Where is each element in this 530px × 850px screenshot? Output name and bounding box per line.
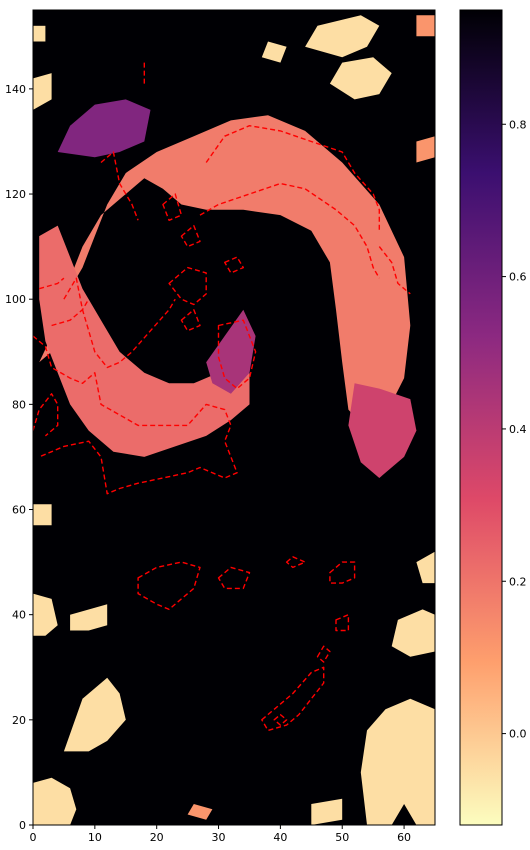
contour-line-12 <box>168 266 207 306</box>
region-outer-arc <box>39 115 411 431</box>
patch-3 <box>70 604 108 631</box>
x-axis: 0 10 20 30 40 50 60 <box>30 825 411 844</box>
contour-line-0 <box>33 335 238 495</box>
y-tick-label: 40 <box>12 609 26 622</box>
contour-lines <box>33 62 411 732</box>
y-tick-label: 120 <box>5 188 26 201</box>
region-left-lobe <box>57 99 151 158</box>
patch-4 <box>311 798 343 825</box>
contour-line-15 <box>137 561 201 611</box>
contour-line-14 <box>224 256 244 274</box>
patch-11 <box>33 504 52 526</box>
contour-line-9 <box>205 125 380 231</box>
colorbar: 0.0 0.2 0.4 0.6 0.8 <box>459 9 527 826</box>
x-tick-label: 60 <box>397 831 411 844</box>
region-inner-arc <box>39 225 250 457</box>
x-tick-label: 20 <box>150 831 164 844</box>
contour-line-18 <box>329 561 356 584</box>
region-right-bulge <box>348 383 417 478</box>
contour-line-7 <box>199 182 380 279</box>
patch-16 <box>187 804 213 820</box>
y-tick-label: 0 <box>19 819 26 832</box>
colorbar-gradient <box>459 9 503 826</box>
patch-13 <box>33 25 46 42</box>
x-tick-label: 10 <box>88 831 102 844</box>
y-tick-label: 60 <box>12 504 26 517</box>
contour-line-20 <box>316 645 331 663</box>
patch-9 <box>261 41 287 63</box>
contour-line-13 <box>180 309 201 332</box>
y-axis: 0 20 40 60 80 100 120 140 <box>5 83 33 832</box>
patch-15 <box>416 15 435 37</box>
contour-line-22 <box>273 713 288 726</box>
patch-10 <box>329 57 392 100</box>
colorbar-tick-label: 0.0 <box>509 728 527 741</box>
patch-5 <box>360 698 435 825</box>
plot-frame <box>32 9 436 826</box>
plot-area <box>33 10 435 825</box>
contour-line-19 <box>335 614 350 632</box>
contour-line-21 <box>261 666 325 732</box>
contour-line-8 <box>378 246 411 295</box>
colorbar-ticks: 0.0 0.2 0.4 0.6 0.8 <box>502 118 527 741</box>
x-tick-label: 30 <box>212 831 226 844</box>
contour-line-11 <box>180 224 201 248</box>
patch-2 <box>33 593 58 636</box>
patch-1 <box>63 677 126 752</box>
x-tick-label: 40 <box>273 831 287 844</box>
colorbar-tick-label: 0.6 <box>509 271 527 284</box>
contour-line-5 <box>100 151 139 221</box>
contour-line-2 <box>63 277 176 369</box>
contour-line-1 <box>33 393 59 437</box>
patch-8 <box>305 15 380 58</box>
x-tick-label: 0 <box>30 831 37 844</box>
patch-0 <box>33 777 77 825</box>
colorbar-tick-label: 0.4 <box>509 423 527 436</box>
patch-6 <box>391 609 435 657</box>
contour-line-6 <box>217 319 257 390</box>
y-tick-label: 140 <box>5 83 26 96</box>
patch-12 <box>33 73 52 110</box>
contour-line-10 <box>162 193 183 221</box>
contour-line-16 <box>217 566 251 590</box>
contour-line-4 <box>39 277 65 290</box>
x-tick-label: 50 <box>335 831 349 844</box>
region-spur <box>206 309 256 394</box>
colorbar-tick-label: 0.2 <box>509 575 527 588</box>
y-tick-label: 80 <box>12 398 26 411</box>
data-regions <box>39 99 417 478</box>
patch-14 <box>416 136 435 163</box>
y-tick-label: 20 <box>12 714 26 727</box>
colorbar-tick-label: 0.8 <box>509 118 527 131</box>
contour-line-3 <box>51 298 90 327</box>
data-patches <box>33 15 435 825</box>
y-tick-label: 100 <box>5 293 26 306</box>
patch-7 <box>416 551 435 584</box>
